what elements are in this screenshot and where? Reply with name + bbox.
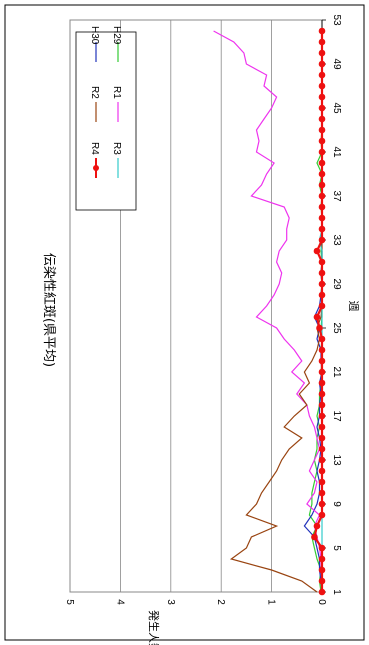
point-R4-34	[318, 225, 326, 233]
y-tick-label-0: 0	[316, 599, 327, 605]
point-R4-4	[318, 555, 326, 563]
point-R4-33	[318, 236, 326, 244]
point-R4-7	[313, 522, 321, 530]
point-R4-38	[318, 181, 326, 189]
point-R4-46	[318, 93, 326, 101]
point-R4-45	[318, 104, 326, 112]
y-tick-label-5: 5	[64, 599, 75, 605]
point-R4-48	[318, 71, 326, 79]
point-R4-1	[318, 588, 326, 596]
point-R4-41	[318, 148, 326, 156]
x-tick-label-4: 17	[331, 410, 342, 422]
point-R4-21	[318, 368, 326, 376]
y-tick-label-4: 4	[114, 599, 125, 605]
point-R4-32	[313, 247, 321, 255]
point-R4-6	[311, 533, 318, 541]
point-R4-14	[318, 445, 326, 453]
point-R4-9	[318, 500, 326, 508]
y-tick-label-1: 1	[266, 599, 277, 605]
point-R4-5	[318, 544, 326, 552]
point-R4-10	[318, 489, 326, 497]
x-tick-label-3: 13	[331, 454, 342, 466]
point-R4-44	[318, 115, 326, 123]
point-R4-52	[318, 27, 326, 35]
x-axis-label: 週	[347, 301, 360, 312]
point-R4-35	[318, 214, 326, 222]
x-tick-label-2: 9	[331, 501, 342, 507]
x-tick-label-9: 37	[331, 190, 342, 202]
legend-label-R4: R4	[89, 142, 100, 155]
point-R4-23	[318, 346, 326, 354]
point-R4-37	[318, 192, 326, 200]
point-R4-47	[318, 82, 326, 90]
point-R4-17	[318, 412, 326, 420]
chart-title: 伝染性紅斑(県平均)	[41, 253, 56, 367]
point-R4-3	[318, 566, 326, 574]
point-R4-13	[318, 456, 326, 464]
x-tick-label-10: 41	[331, 146, 342, 158]
point-R4-8	[318, 511, 326, 519]
x-tick-label-0: 1	[331, 589, 342, 595]
point-R4-43	[318, 126, 326, 134]
legend-label-R1: R1	[111, 86, 122, 99]
y-axis-label: 発生人数	[147, 610, 161, 645]
y-tick-label-3: 3	[165, 599, 176, 605]
point-R4-29	[318, 280, 326, 288]
legend-label-R3: R3	[111, 142, 122, 155]
legend-label-H29: H29	[111, 26, 122, 45]
point-R4-31	[318, 258, 326, 266]
point-R4-25	[316, 324, 323, 332]
point-R4-15	[318, 434, 326, 442]
markers-layer	[311, 27, 326, 596]
y-tick-labels: 0 1 2 3 4 5	[64, 599, 327, 605]
legend: H29 H30 R1 R2 R3 R4	[89, 26, 122, 178]
legend-marker-R4	[93, 165, 99, 171]
point-R4-16	[318, 423, 326, 431]
series-line-R1	[213, 30, 323, 592]
point-R4-2	[318, 577, 326, 585]
x-tick-label-8: 33	[331, 234, 342, 246]
x-tick-label-6: 25	[331, 322, 342, 334]
point-R4-39	[318, 170, 326, 178]
point-R4-19	[318, 390, 326, 398]
y-tick-label-2: 2	[215, 599, 226, 605]
x-tick-labels: 1 5 9 13 17 21 25 29 33 37 41 45 49 53	[331, 14, 342, 595]
point-R4-20	[318, 379, 326, 387]
point-R4-28	[318, 291, 326, 299]
legend-label-R2: R2	[89, 86, 100, 99]
point-R4-36	[318, 203, 326, 211]
point-R4-18	[318, 401, 326, 409]
x-tick-label-11: 45	[331, 102, 342, 114]
legend-box	[75, 31, 137, 211]
series-layer	[213, 30, 324, 593]
point-R4-27	[318, 302, 326, 310]
point-R4-50	[318, 49, 326, 57]
point-R4-40	[318, 159, 326, 167]
point-R4-12	[318, 467, 326, 475]
point-R4-11	[318, 478, 326, 486]
x-tick-label-7: 29	[331, 278, 342, 290]
legend-label-H30: H30	[89, 26, 100, 45]
point-R4-30	[318, 269, 326, 277]
point-R4-26	[313, 313, 321, 321]
point-R4-49	[318, 60, 326, 68]
point-R4-42	[318, 137, 326, 145]
x-tick-label-1: 5	[331, 545, 342, 551]
series-line-R4	[313, 31, 324, 592]
x-tick-label-13: 53	[331, 14, 342, 26]
x-tick-label-12: 49	[331, 58, 342, 70]
point-R4-22	[318, 357, 326, 365]
point-R4-51	[318, 38, 326, 46]
x-tick-label-5: 21	[331, 366, 342, 378]
point-R4-24	[318, 335, 326, 343]
